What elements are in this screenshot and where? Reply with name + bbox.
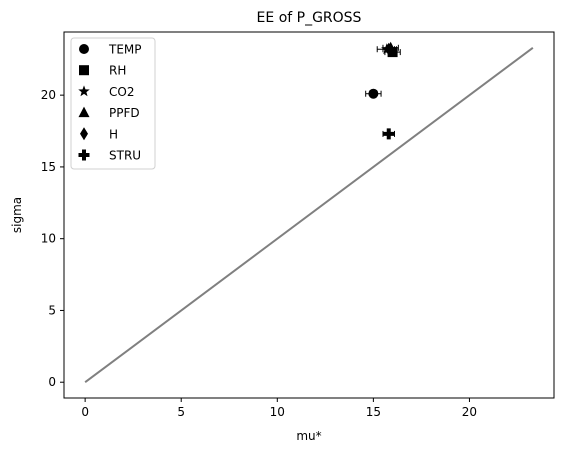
plot-area: [63, 31, 555, 399]
y-tick-label: 5: [48, 303, 56, 317]
legend-marker-co2: [78, 85, 90, 97]
point-temp: [365, 88, 382, 99]
x-tick-label: 15: [366, 405, 381, 419]
legend-label-rh: RH: [109, 64, 126, 78]
reference-line-layer: [84, 46, 534, 384]
legend-marker-h: [80, 127, 88, 141]
marker-h: [384, 42, 393, 56]
legend-label-co2: CO2: [109, 85, 134, 99]
chart-title: EE of P_GROSS: [257, 10, 362, 26]
y-tick-label: 10: [41, 232, 56, 246]
x-axis-label: mu*: [296, 429, 321, 443]
legend-label-stru: STRU: [109, 149, 141, 163]
legend-box: [70, 37, 156, 170]
legend-item-ppfd: PPFD: [78, 106, 140, 120]
legend-item-temp: TEMP: [79, 43, 142, 57]
legend: TEMP RH CO2 PPFD H STRU: [70, 37, 156, 170]
y-axis: 0 5 10 15 20: [41, 88, 64, 389]
legend-marker-ppfd: [78, 106, 90, 118]
y-tick-label: 15: [41, 160, 56, 174]
legend-label-temp: TEMP: [108, 43, 142, 57]
data-points-layer: [365, 41, 401, 140]
legend-item-h: H: [80, 127, 118, 141]
legend-marker-stru: [78, 149, 90, 161]
y-axis-label: sigma: [10, 197, 24, 233]
marker-temp: [368, 88, 379, 99]
x-axis: 0 5 10 15 20: [81, 398, 477, 419]
x-tick-label: 0: [81, 405, 89, 419]
legend-item-stru: STRU: [78, 149, 141, 163]
legend-marker-rh: [79, 65, 89, 76]
x-tick-label: 20: [462, 405, 477, 419]
legend-item-rh: RH: [79, 64, 126, 78]
marker-stru: [383, 128, 395, 140]
reference-line: [84, 46, 534, 384]
x-tick-label: 10: [270, 405, 285, 419]
x-tick-label: 5: [177, 405, 185, 419]
legend-label-ppfd: PPFD: [109, 106, 140, 120]
legend-label-h: H: [109, 127, 118, 141]
point-h: [382, 42, 396, 56]
legend-marker-temp: [79, 44, 89, 54]
y-tick-label: 20: [41, 88, 56, 102]
legend-item-co2: CO2: [78, 85, 134, 99]
y-tick-label: 0: [48, 375, 56, 389]
point-stru: [382, 128, 396, 140]
